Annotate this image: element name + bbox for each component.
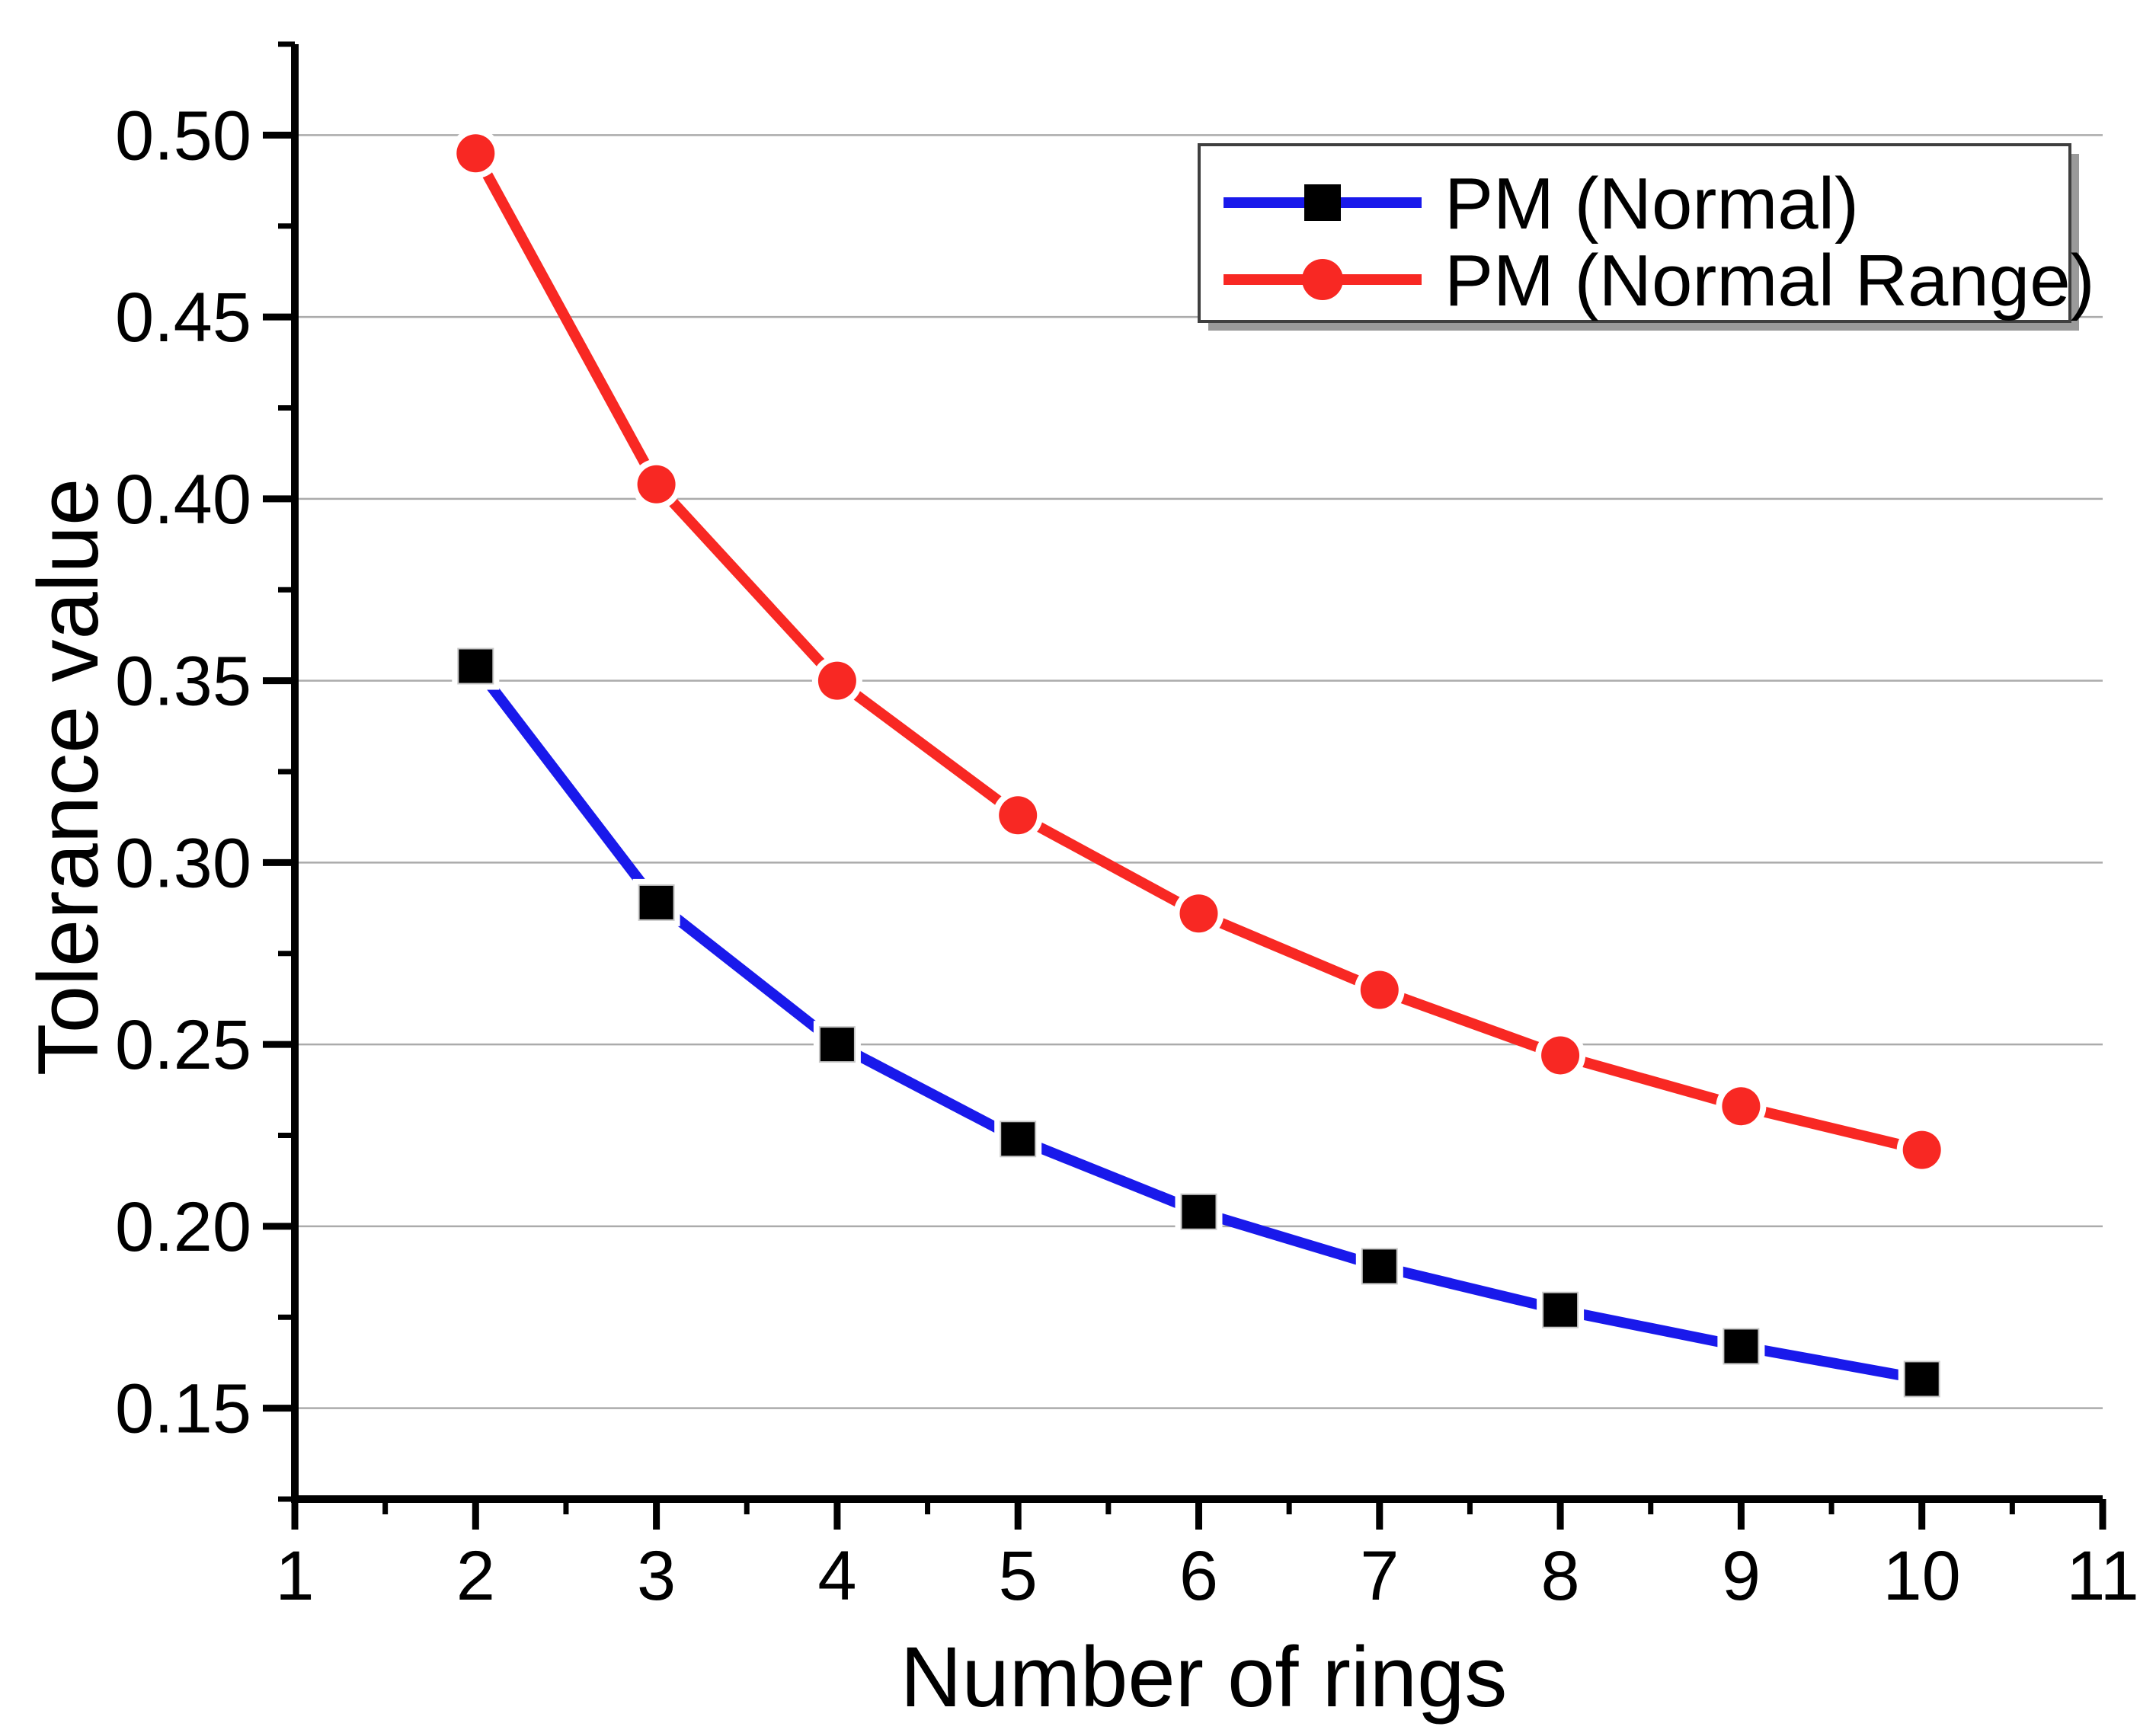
- y-axis-title: Tolerance value: [21, 478, 116, 1076]
- data-point-square: [1180, 1193, 1217, 1230]
- x-tick-label: 11: [2066, 1537, 2139, 1615]
- data-series: [450, 128, 1947, 1403]
- gridlines: [295, 134, 2103, 1409]
- x-tick-label: 9: [1722, 1537, 1761, 1615]
- legend-label-pm-normal-range: PM (Normal Range): [1444, 240, 2095, 321]
- y-tick-label: 0.40: [115, 461, 251, 539]
- x-tick-label: 5: [999, 1537, 1038, 1615]
- x-axis-title: Number of rings: [900, 1629, 1508, 1725]
- data-point-circle: [1360, 970, 1399, 1009]
- data-point-circle: [1902, 1130, 1941, 1169]
- x-tick-label: 4: [817, 1537, 856, 1615]
- data-point-square: [457, 647, 494, 685]
- legend-box: [1198, 143, 2071, 323]
- data-point-square: [818, 1026, 856, 1063]
- y-tick-label: 0.35: [115, 643, 251, 721]
- data-point-circle: [637, 465, 676, 504]
- legend-square-marker-icon: [1304, 184, 1341, 221]
- data-point-square: [638, 884, 675, 921]
- x-tick-label: 1: [275, 1537, 314, 1615]
- x-tick-label: 3: [637, 1537, 676, 1615]
- data-point-circle: [1722, 1087, 1761, 1126]
- legend-label-pm-normal: PM (Normal): [1444, 163, 1859, 245]
- data-point-circle: [1179, 894, 1218, 933]
- y-tick-label: 0.15: [115, 1370, 251, 1448]
- x-tick-label: 8: [1541, 1537, 1580, 1615]
- y-tick-label: 0.30: [115, 824, 251, 902]
- y-tick-label: 0.20: [115, 1188, 251, 1266]
- y-tick-label: 0.50: [115, 97, 251, 174]
- x-tick-label: 6: [1179, 1537, 1218, 1615]
- data-point-square: [1903, 1360, 1940, 1398]
- data-point-square: [1542, 1291, 1579, 1328]
- legend: PM (Normal) PM (Normal Range): [1198, 143, 2095, 331]
- data-point-circle: [999, 796, 1038, 835]
- legend-circle-marker-icon: [1302, 259, 1343, 300]
- series-line-0: [471, 663, 1923, 1385]
- y-tick-label: 0.45: [115, 279, 251, 356]
- y-tick-label: 0.25: [115, 1006, 251, 1084]
- tick-labels: 0.15 0.20 0.25 0.30 0.35 0.40 0.45 0.50 1 2 3 4 5 6 7 8…: [115, 97, 2139, 1615]
- data-point-square: [1000, 1121, 1037, 1158]
- data-point-circle: [817, 661, 856, 700]
- x-tick-label: 7: [1360, 1537, 1399, 1615]
- x-tick-label: 2: [456, 1537, 495, 1615]
- x-tick-label: 10: [1883, 1537, 1961, 1615]
- data-point-square: [1723, 1328, 1760, 1365]
- data-point-circle: [1541, 1036, 1580, 1075]
- data-point-circle: [456, 134, 495, 173]
- axis-ticks: [263, 41, 2106, 1530]
- data-point-square: [1361, 1248, 1398, 1285]
